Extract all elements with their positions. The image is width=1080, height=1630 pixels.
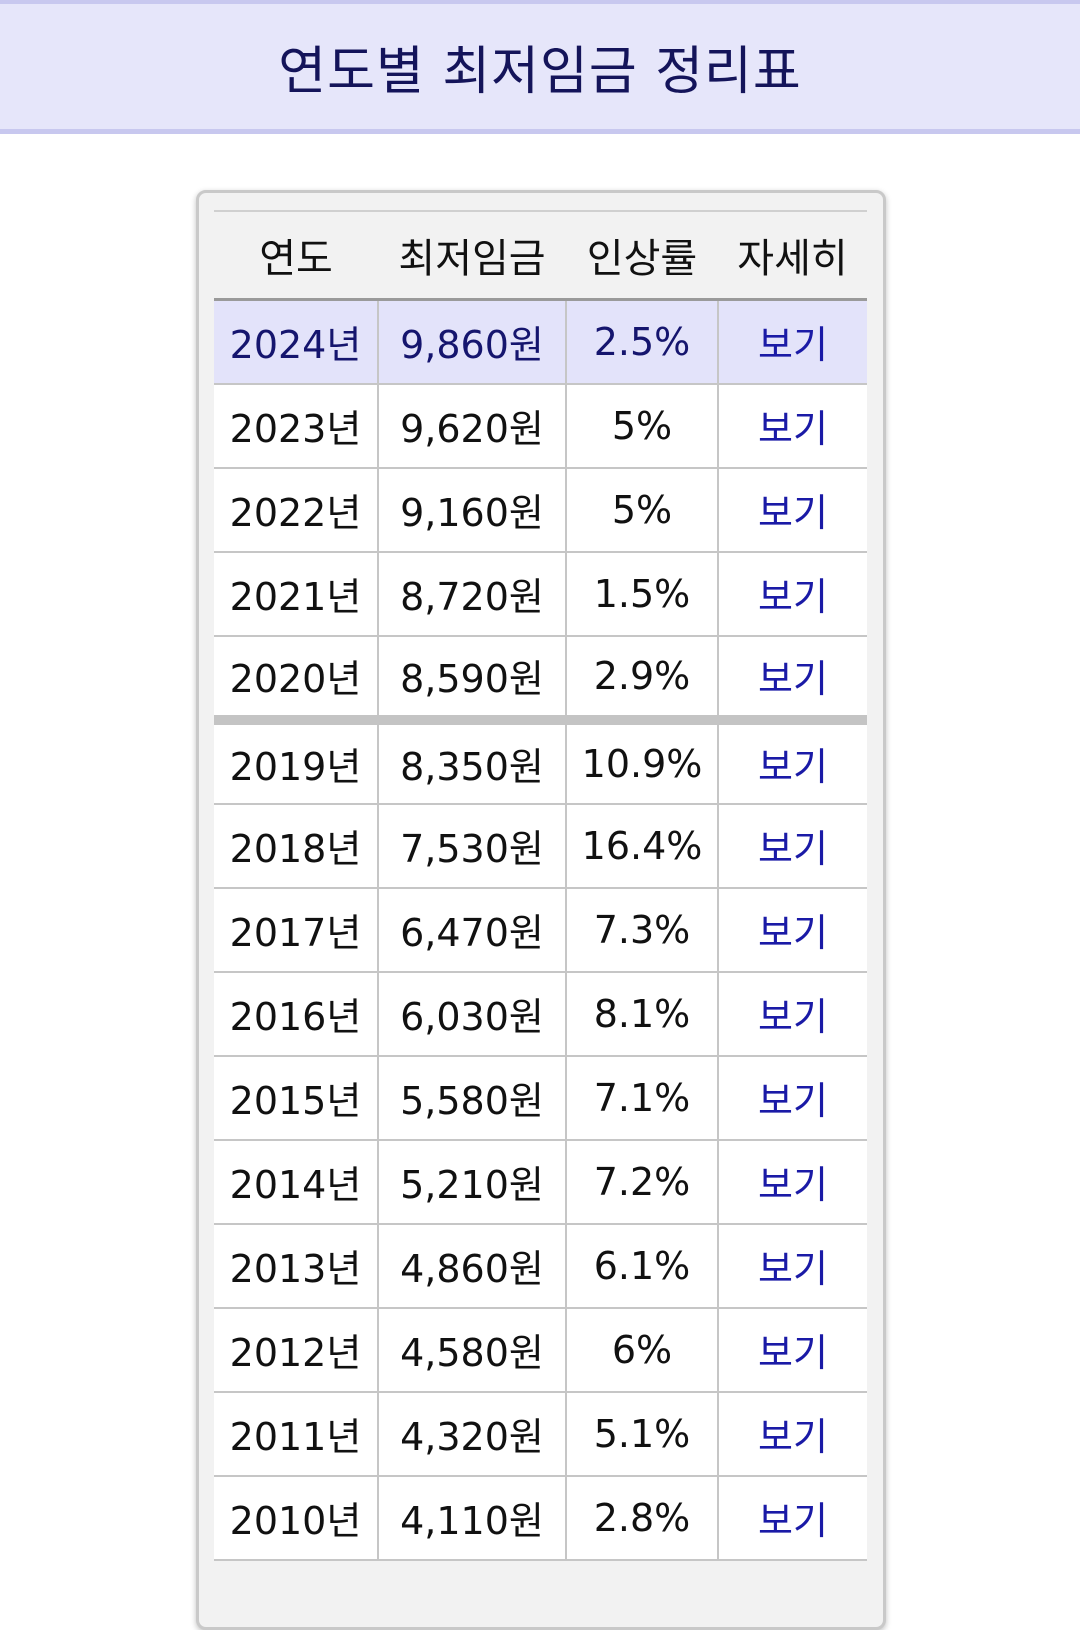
rate-cell: 2.5% <box>565 298 719 385</box>
table-header-row: 연도 최저임금 인상률 자세히 <box>214 210 867 301</box>
wage-cell: 5,210원 <box>377 1138 567 1225</box>
wage-cell: 9,160원 <box>377 466 567 553</box>
rate-cell: 5% <box>565 382 719 469</box>
column-header-wage: 최저임금 <box>378 210 566 301</box>
year-cell: 2018년 <box>214 802 379 889</box>
table-row: 2015년 5,580원 7.1% 보기 <box>214 1054 867 1141</box>
view-link[interactable]: 보기 <box>758 1163 828 1207</box>
wage-cell: 7,530원 <box>377 802 567 889</box>
view-link[interactable]: 보기 <box>758 1331 828 1375</box>
table-row: 2024년 9,860원 2.5% 보기 <box>214 298 867 385</box>
year-cell: 2010년 <box>214 1474 379 1561</box>
rate-cell: 6% <box>565 1306 719 1393</box>
view-link[interactable]: 보기 <box>758 1079 828 1123</box>
wage-cell: 4,860원 <box>377 1222 567 1309</box>
view-link[interactable]: 보기 <box>758 827 828 871</box>
detail-cell: 보기 <box>717 298 867 385</box>
rate-cell: 8.1% <box>565 970 719 1057</box>
detail-cell: 보기 <box>717 1054 867 1141</box>
table-row: 2018년 7,530원 16.4% 보기 <box>214 802 867 889</box>
wage-cell: 8,720원 <box>377 550 567 637</box>
rate-cell: 5.1% <box>565 1390 719 1477</box>
minimum-wage-table: 연도 최저임금 인상률 자세히 2024년 9,860원 2.5% 보기 202… <box>214 210 867 1561</box>
detail-cell: 보기 <box>717 714 867 805</box>
wage-cell: 8,350원 <box>377 714 567 805</box>
column-header-rate: 인상률 <box>566 210 718 301</box>
rate-cell: 2.8% <box>565 1474 719 1561</box>
wage-cell: 6,030원 <box>377 970 567 1057</box>
view-link[interactable]: 보기 <box>758 491 828 535</box>
table-row: 2020년 8,590원 2.9% 보기 <box>214 634 867 721</box>
page-header: 연도별 최저임금 정리표 <box>0 0 1080 134</box>
year-cell: 2022년 <box>214 466 379 553</box>
wage-cell: 9,860원 <box>377 298 567 385</box>
year-cell: 2015년 <box>214 1054 379 1141</box>
view-link[interactable]: 보기 <box>758 995 828 1039</box>
rate-cell: 10.9% <box>565 714 719 805</box>
detail-cell: 보기 <box>717 1138 867 1225</box>
detail-cell: 보기 <box>717 886 867 973</box>
detail-cell: 보기 <box>717 802 867 889</box>
detail-cell: 보기 <box>717 550 867 637</box>
view-link[interactable]: 보기 <box>758 575 828 619</box>
wage-cell: 4,320원 <box>377 1390 567 1477</box>
table-row: 2011년 4,320원 5.1% 보기 <box>214 1390 867 1477</box>
rate-cell: 5% <box>565 466 719 553</box>
detail-cell: 보기 <box>717 1306 867 1393</box>
rate-cell: 7.1% <box>565 1054 719 1141</box>
view-link[interactable]: 보기 <box>758 911 828 955</box>
year-cell: 2013년 <box>214 1222 379 1309</box>
rate-cell: 1.5% <box>565 550 719 637</box>
column-header-detail: 자세히 <box>718 210 867 301</box>
year-cell: 2014년 <box>214 1138 379 1225</box>
view-link[interactable]: 보기 <box>758 323 828 368</box>
table-row: 2023년 9,620원 5% 보기 <box>214 382 867 469</box>
table-row: 2012년 4,580원 6% 보기 <box>214 1306 867 1393</box>
year-cell: 2012년 <box>214 1306 379 1393</box>
view-link[interactable]: 보기 <box>758 407 828 451</box>
table-row: 2017년 6,470원 7.3% 보기 <box>214 886 867 973</box>
year-cell: 2024년 <box>214 298 379 385</box>
year-cell: 2023년 <box>214 382 379 469</box>
view-link[interactable]: 보기 <box>758 1499 828 1543</box>
wage-cell: 6,470원 <box>377 886 567 973</box>
detail-cell: 보기 <box>717 1390 867 1477</box>
view-link[interactable]: 보기 <box>758 1247 828 1291</box>
detail-cell: 보기 <box>717 970 867 1057</box>
table-row: 2013년 4,860원 6.1% 보기 <box>214 1222 867 1309</box>
wage-cell: 9,620원 <box>377 382 567 469</box>
wage-cell: 5,580원 <box>377 1054 567 1141</box>
year-cell: 2019년 <box>214 714 379 805</box>
view-link[interactable]: 보기 <box>758 1415 828 1459</box>
table-row: 2010년 4,110원 2.8% 보기 <box>214 1474 867 1561</box>
rate-cell: 2.9% <box>565 634 719 721</box>
wage-cell: 4,580원 <box>377 1306 567 1393</box>
table-row: 2016년 6,030원 8.1% 보기 <box>214 970 867 1057</box>
table-row: 2021년 8,720원 1.5% 보기 <box>214 550 867 637</box>
page-title: 연도별 최저임금 정리표 <box>278 42 802 102</box>
detail-cell: 보기 <box>717 466 867 553</box>
detail-cell: 보기 <box>717 382 867 469</box>
column-header-year: 연도 <box>214 210 378 301</box>
year-cell: 2016년 <box>214 970 379 1057</box>
rate-cell: 7.2% <box>565 1138 719 1225</box>
year-cell: 2017년 <box>214 886 379 973</box>
rate-cell: 6.1% <box>565 1222 719 1309</box>
table-row: 2014년 5,210원 7.2% 보기 <box>214 1138 867 1225</box>
detail-cell: 보기 <box>717 1474 867 1561</box>
table-row: 2019년 8,350원 10.9% 보기 <box>214 714 867 805</box>
year-cell: 2021년 <box>214 550 379 637</box>
view-link[interactable]: 보기 <box>758 745 828 789</box>
wage-cell: 4,110원 <box>377 1474 567 1561</box>
detail-cell: 보기 <box>717 634 867 721</box>
year-cell: 2020년 <box>214 634 379 721</box>
rate-cell: 7.3% <box>565 886 719 973</box>
table-row: 2022년 9,160원 5% 보기 <box>214 466 867 553</box>
detail-cell: 보기 <box>717 1222 867 1309</box>
year-cell: 2011년 <box>214 1390 379 1477</box>
wage-cell: 8,590원 <box>377 634 567 721</box>
view-link[interactable]: 보기 <box>758 657 828 701</box>
rate-cell: 16.4% <box>565 802 719 889</box>
